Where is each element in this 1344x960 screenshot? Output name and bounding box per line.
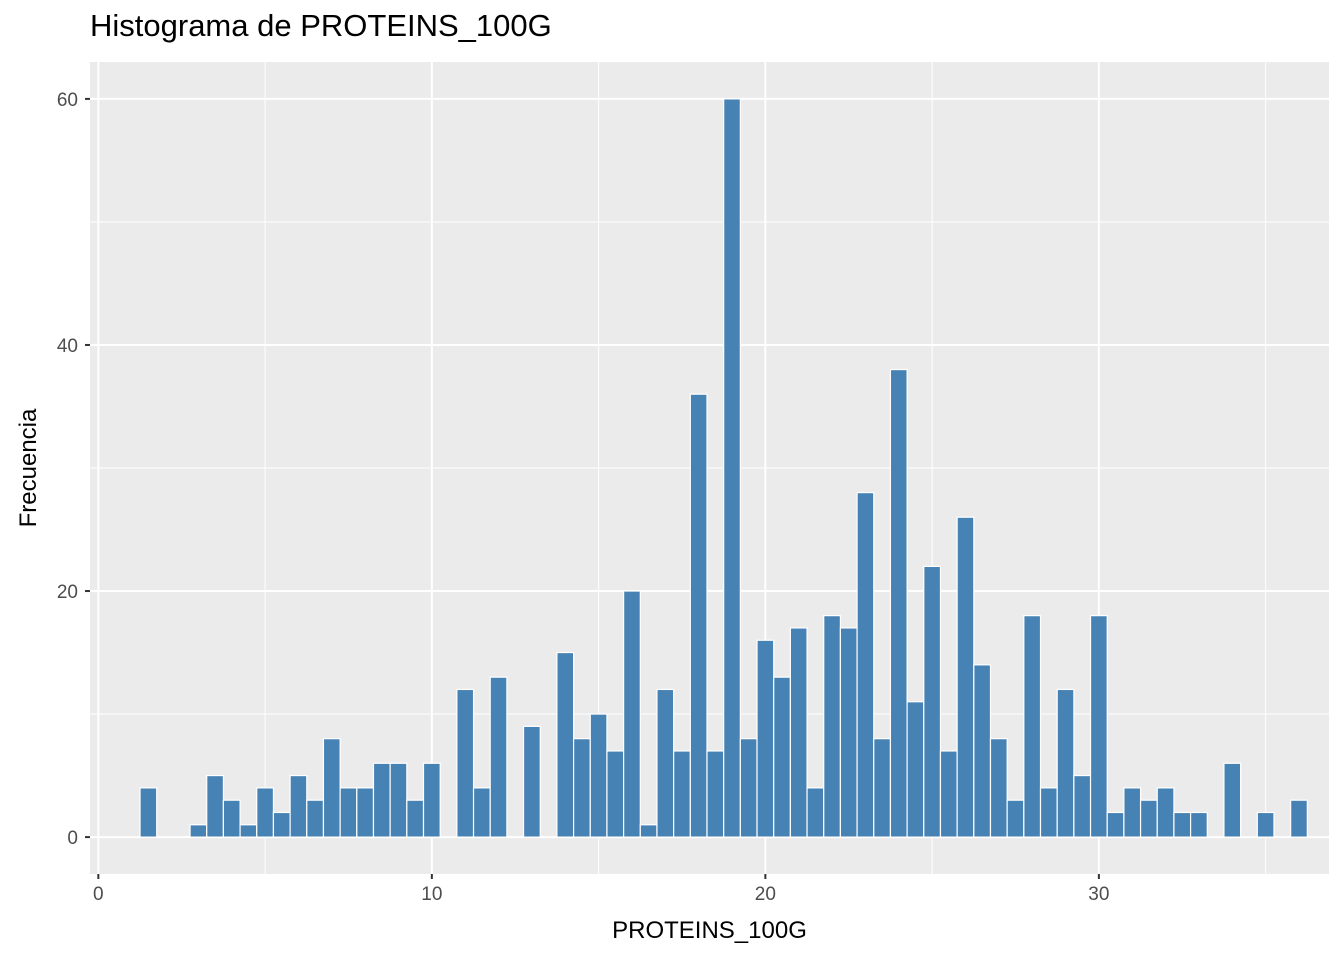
histogram-bar [739, 738, 758, 838]
histogram-bar [422, 762, 441, 838]
histogram-bar [956, 516, 975, 838]
histogram-bar [522, 725, 541, 838]
histogram-bar [139, 787, 158, 838]
histogram-bar [1123, 787, 1142, 838]
histogram-bar [1189, 811, 1208, 838]
histogram-bar [939, 750, 958, 838]
histogram-bar [289, 774, 308, 838]
y-axis: 0 20 40 60 [57, 90, 90, 849]
x-axis-title: PROTEINS_100G [612, 917, 807, 944]
histogram-bar [889, 368, 908, 838]
x-tick-label: 30 [1088, 884, 1109, 905]
histogram-bar [1073, 774, 1092, 838]
histogram-bar [1256, 811, 1275, 838]
histogram-bar [189, 824, 208, 838]
x-axis: 0 10 20 30 [93, 874, 1109, 905]
histogram-bar [1056, 688, 1075, 838]
histogram-bar [1223, 762, 1242, 838]
histogram-bar [389, 762, 408, 838]
histogram-bar [556, 651, 575, 838]
y-tick-label: 40 [57, 336, 78, 357]
histogram-bar [222, 799, 241, 838]
histogram-bar [873, 738, 892, 838]
histogram-bar [773, 676, 791, 838]
histogram-bars [139, 98, 1308, 838]
histogram-bar [1106, 811, 1125, 838]
x-tick-label: 10 [421, 884, 442, 905]
histogram-bar [906, 701, 925, 838]
x-tick-label: 20 [755, 884, 776, 905]
histogram-bar [572, 738, 591, 838]
y-axis-title: Frecuencia [15, 408, 42, 527]
x-tick-label: 0 [93, 884, 104, 905]
histogram-bar [756, 639, 775, 838]
histogram-bar [639, 824, 658, 838]
histogram-bar [673, 750, 691, 838]
histogram-bar [406, 799, 425, 838]
histogram-bar [973, 664, 992, 838]
histogram-bar [339, 787, 358, 838]
histogram-bar [806, 787, 825, 838]
minor-gridlines [90, 62, 1329, 874]
histogram-bar [1023, 615, 1042, 838]
histogram-bar [606, 750, 625, 838]
histogram-bar [256, 787, 275, 838]
histogram-bar [1139, 799, 1158, 838]
histogram-bar [723, 98, 741, 838]
histogram-bar [789, 627, 808, 838]
histogram-bar [1290, 799, 1308, 838]
histogram-bar [472, 787, 491, 838]
y-tick-label: 0 [67, 828, 78, 849]
histogram-bar [839, 627, 858, 838]
histogram-bar [589, 713, 608, 838]
histogram-bar [1173, 811, 1192, 838]
histogram-bar [823, 615, 842, 838]
histogram-bar [1006, 799, 1025, 838]
histogram-bar [623, 590, 641, 838]
histogram-bar [206, 774, 225, 838]
histogram-bar [989, 738, 1008, 838]
histogram-bar [356, 787, 375, 838]
y-tick-label: 60 [57, 90, 78, 111]
y-tick-label: 20 [57, 582, 78, 603]
chart-title: Histograma de PROTEINS_100G [90, 8, 552, 43]
histogram-bar [1089, 615, 1108, 838]
histogram-bar [489, 676, 508, 838]
histogram-bar [272, 811, 291, 838]
histogram-bar [656, 688, 675, 838]
histogram-bar [1039, 787, 1058, 838]
histogram-bar [456, 688, 475, 838]
histogram-bar [689, 393, 708, 838]
histogram-bar [923, 565, 942, 838]
histogram-bar [706, 750, 725, 838]
histogram-bar [306, 799, 325, 838]
histogram-bar [1156, 787, 1175, 838]
histogram-bar [372, 762, 391, 838]
histogram-bar [322, 738, 341, 838]
histogram-bar [239, 824, 258, 838]
histogram-bar [856, 492, 875, 838]
